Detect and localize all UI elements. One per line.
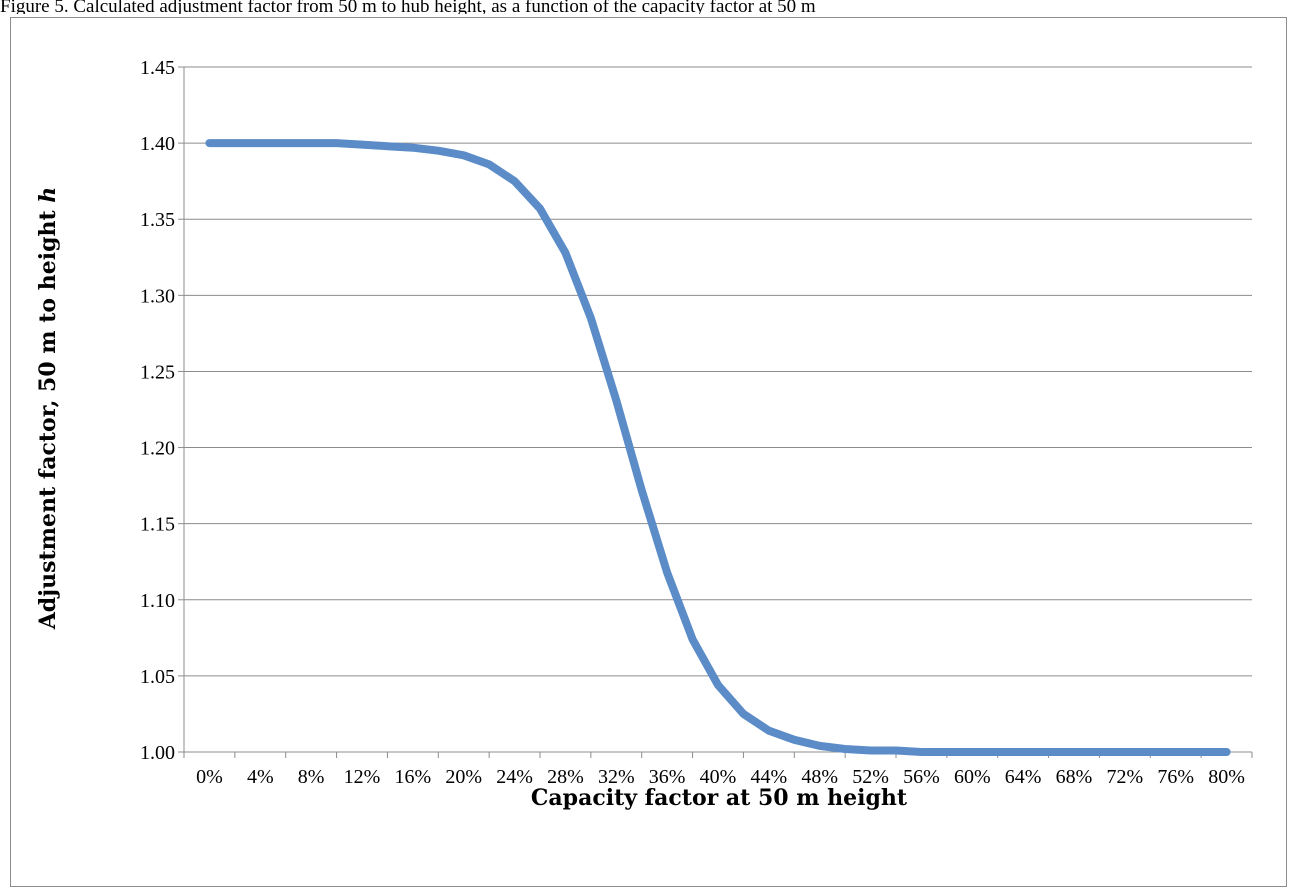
- y-tick-label: 1.05: [140, 666, 175, 688]
- figure-caption: Figure 5. Calculated adjustment factor f…: [0, 0, 816, 14]
- y-axis-title-main: Adjustment factor, 50 m to height: [35, 203, 61, 631]
- x-tick-label: 48%: [801, 766, 838, 788]
- x-tick-label: 44%: [751, 766, 788, 788]
- x-tick-label: 12%: [344, 766, 381, 788]
- x-tick-label: 60%: [954, 766, 991, 788]
- y-tick-label: 1.10: [140, 590, 175, 612]
- x-tick-label: 16%: [395, 766, 432, 788]
- adjustment-factor-chart: 1.00 1.05 1.10 1.15 1.20 1.25 1.30 1.35 1.40 1.45…: [35, 57, 1253, 811]
- y-tick-label: 1.45: [140, 57, 175, 79]
- x-tick-label: 52%: [852, 766, 889, 788]
- x-tick-label: 20%: [445, 766, 482, 788]
- x-tick-label: 32%: [598, 766, 635, 788]
- x-tick-label: 40%: [700, 766, 737, 788]
- x-axis-title: Capacity factor at 50 m height: [531, 785, 908, 811]
- x-tick-label: 72%: [1107, 766, 1144, 788]
- x-tick-label: 76%: [1157, 766, 1194, 788]
- y-tick-label: 1.35: [140, 209, 175, 231]
- chart-frame: 1.00 1.05 1.10 1.15 1.20 1.25 1.30 1.35 1.40 1.45…: [10, 17, 1287, 887]
- y-tick-label: 1.30: [140, 285, 175, 307]
- y-tick-label: 1.15: [140, 514, 175, 536]
- x-tick-label: 8%: [298, 766, 325, 788]
- axes: [178, 66, 1253, 758]
- series: [205, 139, 1231, 756]
- x-tick-labels: 0% 4% 8% 12% 16% 20% 24% 28% 32% 36% 40% 44% 48% 52% 5…: [196, 766, 1245, 788]
- y-tick-labels: 1.00 1.05 1.10 1.15 1.20 1.25 1.30 1.35 1.40 1.45: [140, 57, 175, 764]
- x-tick-label: 64%: [1005, 766, 1042, 788]
- x-tick-label: 4%: [247, 766, 274, 788]
- y-tick-label: 1.25: [140, 361, 175, 383]
- y-tick-label: 1.20: [140, 438, 175, 460]
- x-tick-label: 0%: [196, 766, 223, 788]
- x-tick-label: 80%: [1208, 766, 1245, 788]
- y-axis-title-italic: h: [35, 187, 61, 203]
- y-tick-label: 1.40: [140, 133, 175, 155]
- x-tick-label: 68%: [1056, 766, 1093, 788]
- x-tick-label: 36%: [649, 766, 686, 788]
- series-line: [205, 139, 1231, 756]
- y-axis-title: Adjustment factor, 50 m to height h: [35, 187, 61, 631]
- x-tick-label: 56%: [903, 766, 940, 788]
- x-tick-label: 28%: [547, 766, 584, 788]
- gridlines: [184, 66, 1252, 677]
- y-tick-label: 1.00: [140, 742, 175, 764]
- x-tick-label: 24%: [496, 766, 533, 788]
